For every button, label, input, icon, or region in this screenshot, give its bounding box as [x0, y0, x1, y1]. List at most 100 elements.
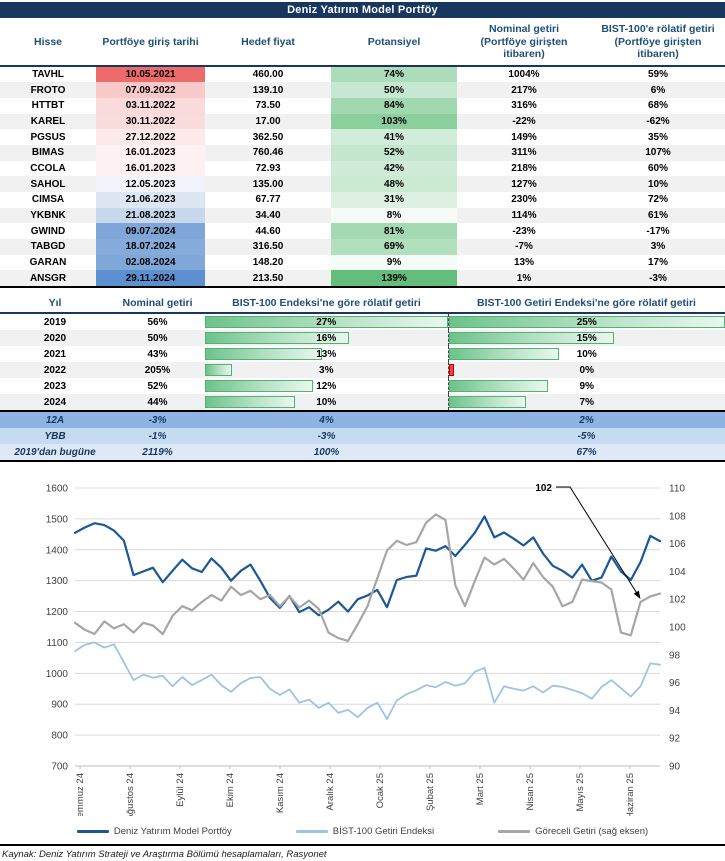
cell-rolatif-getiri: 72% — [647, 194, 668, 206]
cell-nominal-getiri: 311% — [511, 147, 537, 159]
right-axis-label: 92 — [669, 734, 681, 745]
cell-nominal-getiri: 205% — [144, 364, 171, 376]
left-axis-label: 800 — [51, 731, 68, 742]
bar-value-label: 13% — [316, 348, 337, 360]
bar-value-label: 16% — [316, 332, 337, 344]
right-axis-label: 110 — [669, 484, 685, 495]
cell-giris-tarihi: 21.06.2023 — [96, 192, 205, 208]
cell-hisse: KAREL — [30, 115, 66, 127]
cell-nominal-getiri: -23% — [512, 225, 536, 237]
bar-value-label: 9% — [579, 380, 594, 392]
cell-relative-return-bar: 10% — [447, 346, 725, 363]
col-header-hedef-fiyat: Hedef fiyat — [241, 35, 295, 48]
legend-line-swatch — [498, 829, 531, 833]
right-axis-label: 90 — [669, 762, 681, 773]
data-bar — [205, 396, 295, 409]
x-axis-label: Kasım 24 — [275, 773, 286, 813]
cell-rolatif-getiri: -3% — [649, 272, 667, 284]
left-axis-label: 900 — [51, 700, 68, 711]
table-row: GWIND 09.07.2024 44.60 81% -23% -17% — [0, 223, 725, 240]
cell-relative-return-bar: 10% — [205, 394, 448, 411]
cell-potansiyel: 74% — [331, 65, 457, 83]
cell-nominal-getiri: -7% — [515, 241, 533, 253]
x-axis-label: Haziran 25 — [625, 773, 636, 816]
cell-nominal-getiri: 1% — [516, 272, 532, 284]
cell-rel-bist100-getiri: -5% — [577, 430, 596, 442]
cell-hisse: GWIND — [30, 225, 66, 237]
table-row: CIMSA 21.06.2023 67.77 31% 230% 72% — [0, 192, 725, 208]
portfolio-table-header: Hisse Portföye giriş tarihi Hedef fiyat … — [0, 18, 725, 66]
left-axis-label: 1100 — [46, 638, 68, 649]
cell-nominal-getiri: 56% — [147, 316, 168, 328]
right-axis-label: 106 — [669, 539, 686, 550]
cell-giris-tarihi: 18.07.2024 — [96, 239, 205, 255]
x-axis-label: Ocak 25 — [375, 773, 386, 808]
cell-relative-return-bar: 0% — [447, 362, 725, 379]
x-axis-label: Mart 25 — [475, 773, 486, 805]
cell-giris-tarihi: 09.07.2024 — [96, 223, 205, 240]
cell-hisse: PGSUS — [30, 131, 66, 143]
left-axis-label: 1600 — [46, 484, 69, 495]
data-bar — [448, 348, 560, 361]
legend-item-0: Deniz Yatırım Model Portföy — [76, 826, 232, 837]
right-axis-label: 96 — [669, 678, 681, 689]
cell-hedef-fiyat: 135.00 — [252, 178, 284, 190]
cell-nominal-getiri: -1% — [148, 430, 167, 442]
cell-giris-tarihi: 07.09.2022 — [96, 82, 205, 98]
cell-potansiyel: 103% — [331, 113, 457, 130]
cell-potansiyel: 52% — [331, 144, 457, 161]
x-axis-label: Eylül 24 — [175, 773, 186, 807]
table-row: HTTBT 03.11.2022 73.50 84% 316% 68% — [0, 97, 725, 114]
summary-row: 2019'dan bugüne 2119% 100% 67% — [0, 444, 725, 462]
table-row: FROTO 07.09.2022 139.10 50% 217% 6% — [0, 82, 725, 98]
cell-rolatif-getiri: -62% — [646, 115, 670, 127]
cell-giris-tarihi: 27.12.2022 — [96, 129, 205, 145]
x-axis-label: Mayıs 25 — [575, 773, 586, 812]
legend-item-2: Göreceli Getiri (sağ eksen) — [498, 826, 648, 837]
bar-value-label: 10% — [576, 348, 597, 360]
table-row: KAREL 30.11.2022 17.00 103% -22% -62% — [0, 113, 725, 130]
cell-hedef-fiyat: 72.93 — [255, 162, 281, 174]
cell-potansiyel: 8% — [331, 207, 457, 224]
cell-hedef-fiyat: 34.40 — [255, 210, 281, 222]
data-bar — [205, 364, 232, 377]
cell-giris-tarihi: 03.11.2022 — [96, 97, 205, 114]
cell-rolatif-getiri: 35% — [647, 131, 668, 143]
cell-rolatif-getiri: 6% — [650, 84, 666, 96]
cell-nominal-getiri: 52% — [147, 380, 168, 392]
annotation-arrow-line — [556, 486, 640, 598]
x-axis-label: Ekim 24 — [225, 773, 236, 807]
cell-hedef-fiyat: 316.50 — [252, 241, 284, 253]
cell-yil: 2020 — [43, 332, 67, 344]
table-row: TABGD 18.07.2024 316.50 69% -7% 3% — [0, 239, 725, 255]
cell-hisse: ANSGR — [29, 272, 67, 284]
cell-rolatif-getiri: -17% — [646, 225, 670, 237]
left-axis-label: 1300 — [46, 576, 69, 587]
annotation-label: 102 — [535, 483, 552, 494]
right-axis-label: 104 — [669, 567, 686, 578]
summary-row: 12A -3% 4% 2% — [0, 411, 725, 429]
cell-hedef-fiyat: 67.77 — [255, 194, 281, 206]
cell-rel-bist100-getiri: 67% — [576, 446, 597, 458]
cell-rolatif-getiri: 59% — [647, 68, 668, 80]
legend-line-swatch — [76, 829, 109, 833]
bar-value-label: 12% — [316, 380, 337, 392]
cell-relative-return-bar: 27% — [205, 313, 448, 330]
cell-potansiyel: 50% — [331, 82, 457, 98]
cell-rolatif-getiri: 17% — [647, 257, 668, 269]
cell-hisse: GARAN — [29, 257, 67, 269]
cell-yil: 2019 — [43, 316, 67, 328]
cell-giris-tarihi: 16.01.2023 — [96, 144, 205, 161]
cell-giris-tarihi: 16.01.2023 — [96, 160, 205, 177]
right-axis-label: 94 — [669, 706, 681, 717]
cell-hedef-fiyat: 213.50 — [252, 272, 284, 284]
cell-hisse: CCOLA — [30, 162, 66, 174]
cell-hisse: TABGD — [30, 241, 66, 253]
col-header-rolatif-getiri: BIST-100'e rölatif getiri (Portföye giri… — [601, 23, 715, 60]
cell-hisse: TAVHL — [32, 68, 64, 80]
series-line-1 — [74, 641, 661, 721]
cell-hedef-fiyat: 760.46 — [252, 147, 284, 159]
bar-value-label: 0% — [579, 364, 594, 376]
bar-value-label: 25% — [576, 316, 597, 328]
